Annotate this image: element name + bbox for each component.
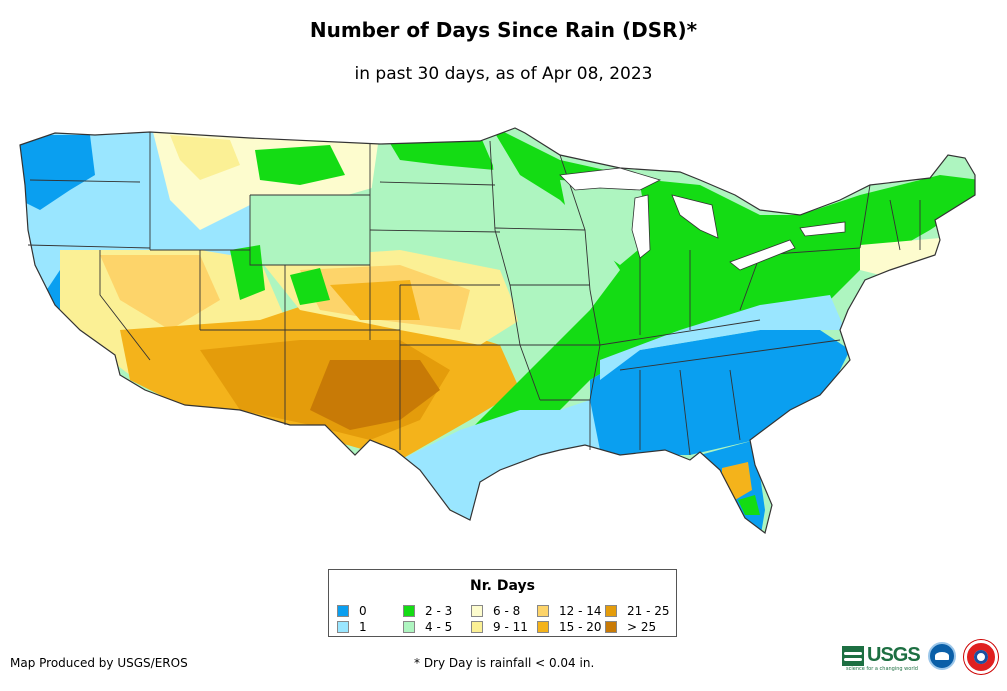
legend-swatch [471,605,483,617]
usgs-wave-icon [842,645,864,666]
lake-superior [559,167,662,191]
legend-item-6: 12 - 14 [537,604,602,618]
legend-swatch [537,605,549,617]
legend-label: 15 - 20 [559,620,602,634]
legend-swatch [471,621,483,633]
legend-item-4: 6 - 8 [471,604,520,618]
region-montana-yellow [170,135,240,180]
legend-swatch [403,621,415,633]
legend-label: 21 - 25 [627,604,670,618]
usgs-tagline: science for a changing world [846,666,918,672]
legend-label: 6 - 8 [493,604,521,618]
usgs-logo: USGS [842,644,921,667]
lake-ontario [799,221,846,237]
region-wyoming [250,195,370,265]
legend-item-0: 0 [337,604,367,618]
map-title: Number of Days Since Rain (DSR)* [309,18,698,42]
legend-item-2: 2 - 3 [403,604,452,618]
region-southeast [590,330,850,455]
region-northeast-pale [860,238,945,275]
us-drought-map [19,127,976,535]
legend-item-8: 21 - 25 [605,604,670,618]
legend-label: 0 [359,604,367,618]
legend: Nr. Days 0 1 2 - 3 4 - 5 6 - 8 9 - 11 12… [328,569,677,637]
region-great-lakes-mid-green [560,180,650,265]
map-credit: Map Produced by USGS/EROS [10,656,188,670]
region-washington-coast [20,135,95,210]
legend-item-5: 9 - 11 [471,620,528,634]
legend-swatch [403,605,415,617]
legend-title: Nr. Days [470,578,535,594]
usgs-wordmark: USGS [867,644,921,666]
legend-label: 4 - 5 [425,620,453,634]
lake-huron [671,194,719,239]
region-gulf-coast [400,400,600,525]
legend-label: 9 - 11 [493,620,528,634]
legend-item-3: 4 - 5 [403,620,452,634]
region-colorado-green [290,268,330,305]
lake-michigan [631,194,651,259]
agency-logos: USGS science for a changing world [842,640,1002,680]
legend-swatch [337,621,349,633]
legend-label: > 25 [627,620,657,634]
lake-erie [729,239,796,271]
region-north-dakota-green [385,135,495,170]
legend-label: 12 - 14 [559,604,602,618]
noaa-logo-icon [928,642,956,670]
state-borders [19,127,976,535]
region-colorado-dark [330,280,420,320]
region-montana-green [255,145,345,185]
legend-item-1: 1 [337,620,367,634]
legend-label: 1 [359,620,367,634]
great-lakes [559,167,846,271]
legend-swatch [605,605,617,617]
region-tennessee-band [600,295,845,380]
region-utah-green [230,245,265,300]
legend-swatch [537,621,549,633]
map-subtitle: in past 30 days, as of Apr 08, 2023 [354,64,653,84]
legend-item-9: > 25 [605,620,656,634]
region-florida-green [738,495,760,515]
legend-swatch [337,605,349,617]
legend-swatch [605,621,617,633]
nws-logo-icon [964,640,998,674]
region-nevada [100,255,220,330]
region-texas-panhandle [310,360,440,430]
dry-day-footnote: * Dry Day is rainfall < 0.04 in. [414,656,595,670]
legend-item-7: 15 - 20 [537,620,602,634]
legend-label: 2 - 3 [425,604,453,618]
